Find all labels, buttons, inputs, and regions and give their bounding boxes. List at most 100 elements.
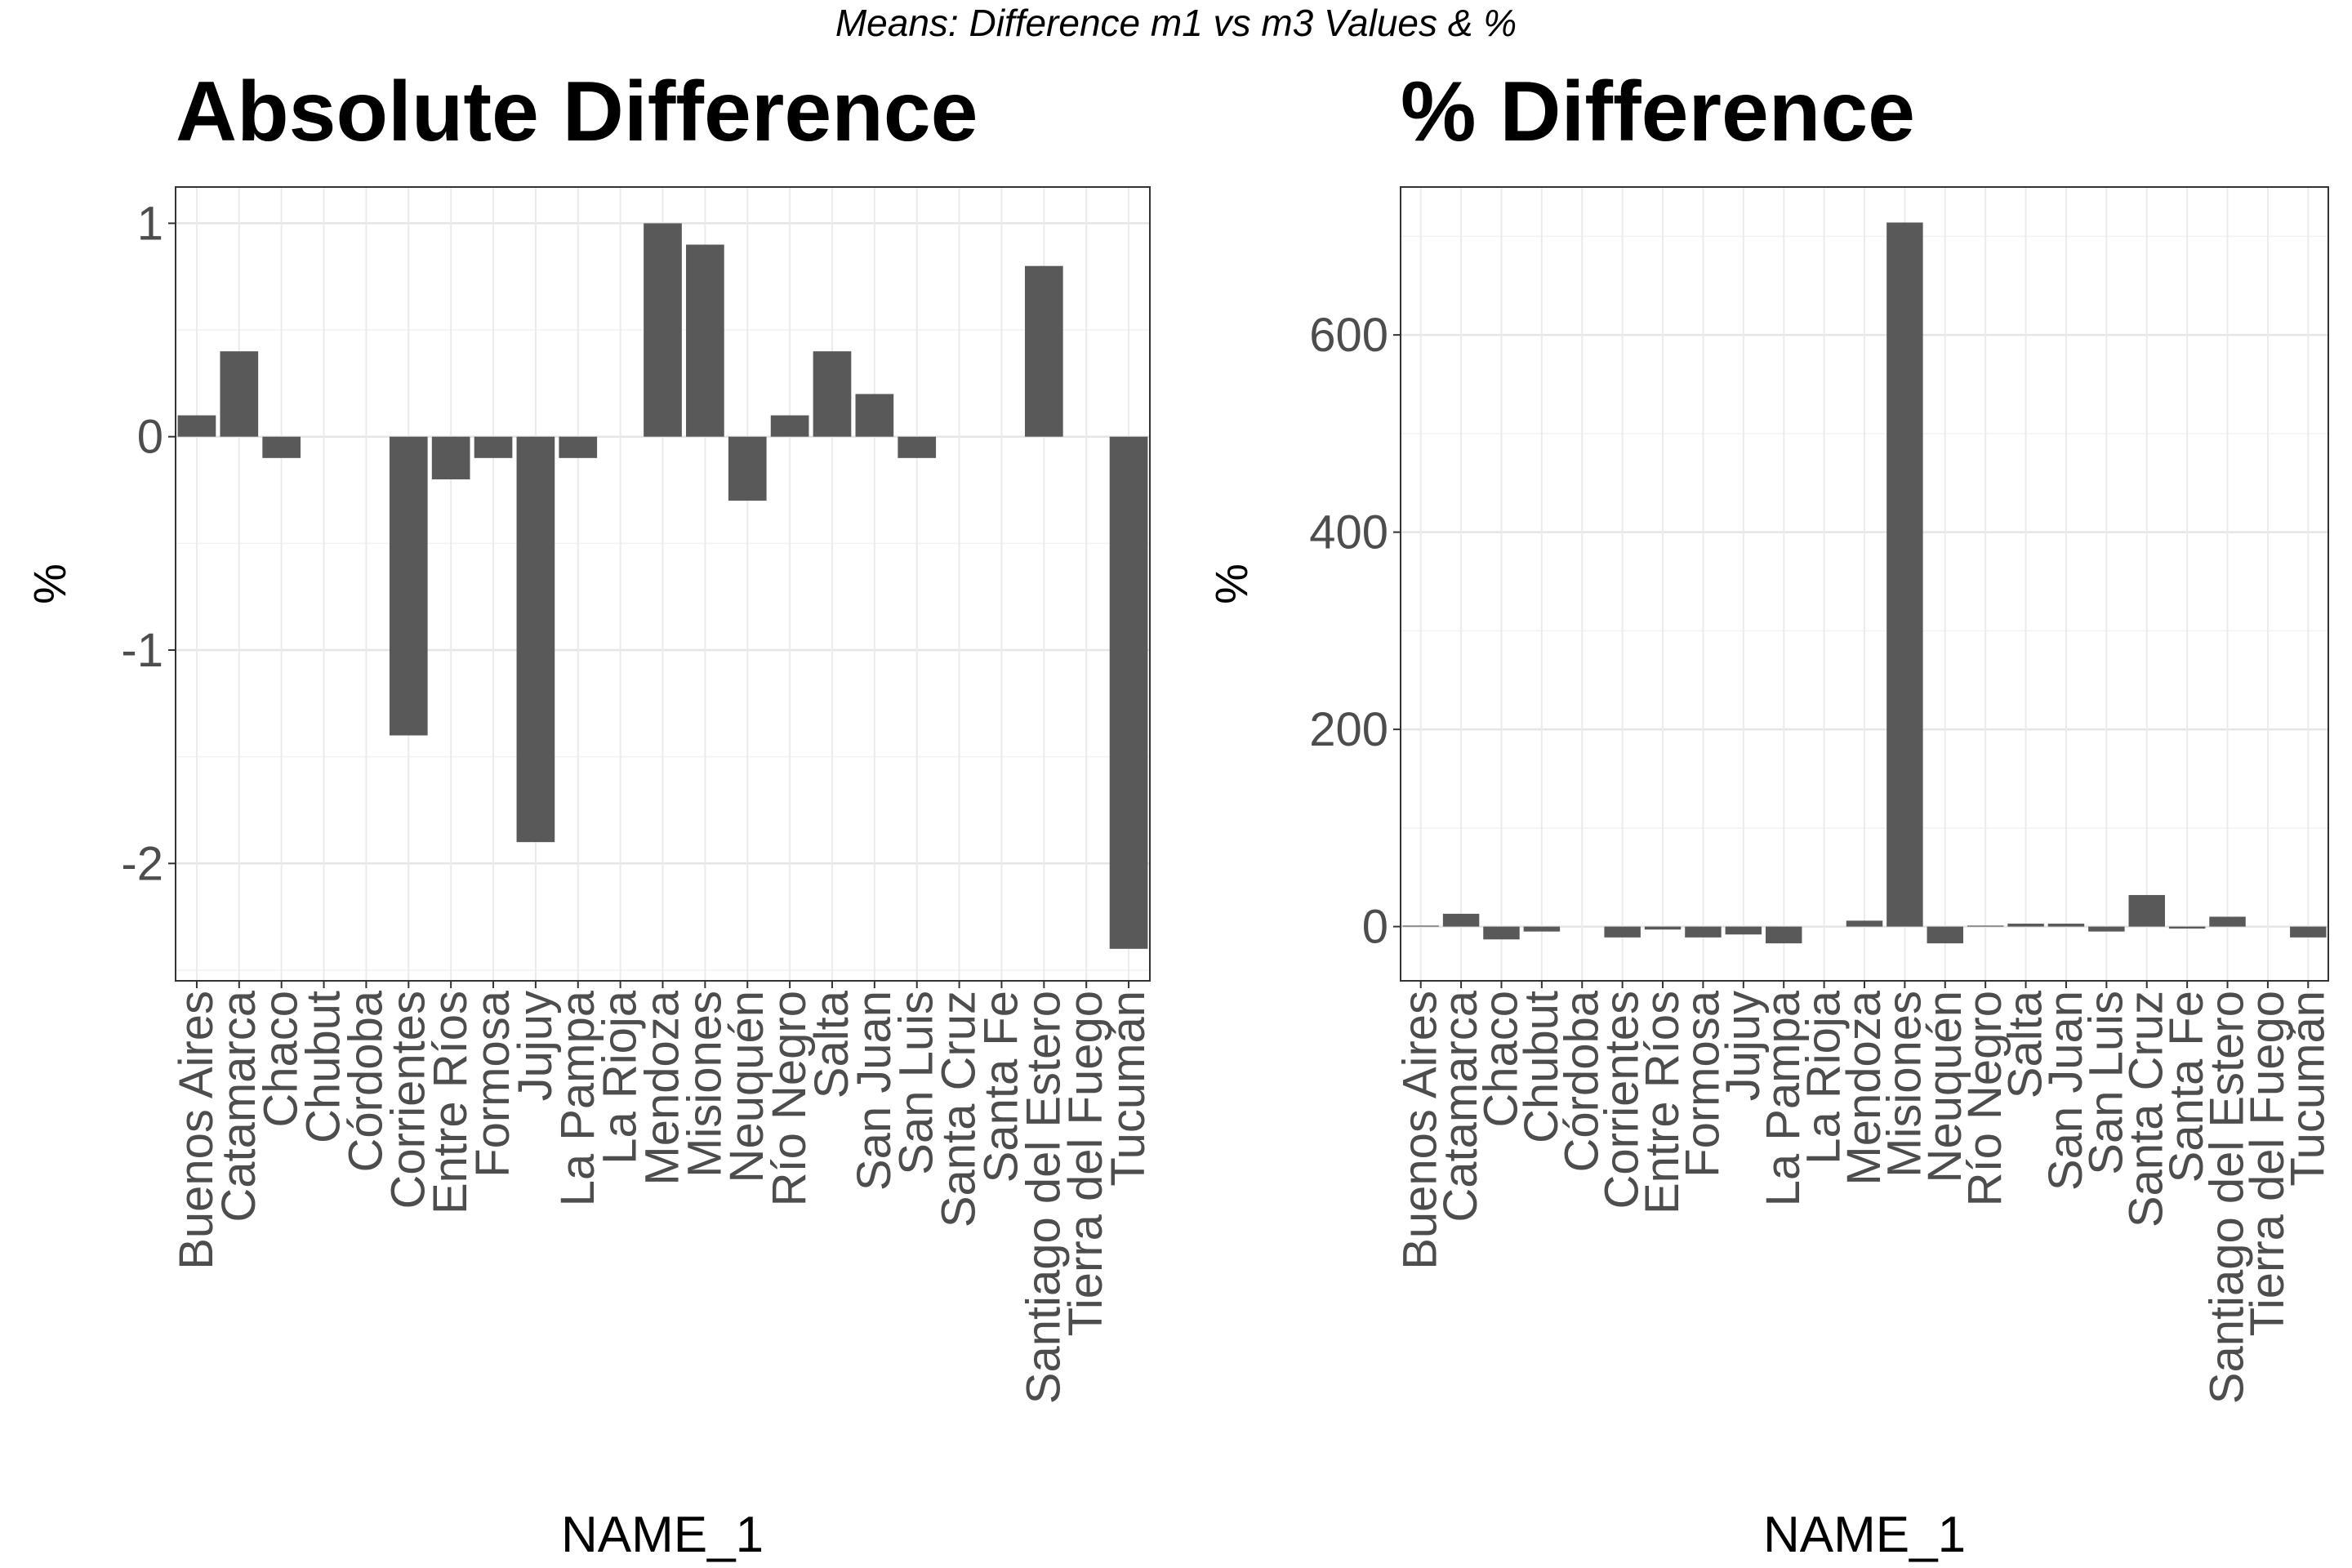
x-tick-label: Misiones [1878,991,1931,1178]
y-tick-label: 200 [1309,703,1388,756]
x-tick-label: Tucumán [1102,991,1155,1187]
bar-la-pampa [1765,926,1802,944]
bar-la-pampa [559,436,598,458]
x-tick-label: Córdoba [339,990,392,1172]
x-tick-label: La Rioja [594,990,647,1165]
x-tick-label: Formosa [1676,990,1729,1178]
bar-neuquén [1927,926,1964,944]
x-tick-label: Entre Ríos [1636,991,1689,1214]
x-tick-label: San Juan [848,991,901,1191]
x-tick-label: Santiago del Estero [1017,991,1070,1404]
x-tick-label: Santiago del Estero [2201,991,2254,1404]
y-tick-label: 0 [1362,901,1388,954]
x-tick-label: Neuquén [720,991,773,1183]
x-tick-label: Corrientes [381,991,434,1209]
bar-misiones [1886,222,1923,927]
bar-catamarca [220,351,259,437]
x-tick-label: Chubut [297,991,350,1143]
bar-santiago-del-estero [1024,265,1063,437]
x-tick-label: Tierra del Fuego [2241,991,2294,1336]
x-tick-label: Mendoza [1838,990,1891,1185]
x-tick-label: Catamarca [1434,990,1487,1222]
y-tick-label: -1 [121,624,163,677]
chart-title: % Difference [1401,65,1915,159]
x-tick-label: San Luis [890,991,943,1175]
y-axis-label: % [1205,564,1257,604]
x-axis-label: NAME_1 [1763,1507,1966,1563]
x-tick-label: La Pampa [551,990,604,1206]
bar-misiones [686,244,724,437]
x-tick-label: Misiones [678,991,731,1178]
bar-formosa [474,436,513,458]
x-tick-label: Santa Fe [974,991,1027,1183]
bar-catamarca [1442,913,1480,927]
bar-buenos-aires [1402,925,1439,927]
x-tick-label: Corrientes [1596,991,1649,1209]
x-tick-label: Entre Ríos [424,991,477,1214]
y-tick-label: 600 [1309,309,1388,362]
bar-santa-fe [2168,926,2206,929]
x-axis-label: NAME_1 [561,1507,764,1563]
bar-entre-ríos [1644,926,1682,930]
bar-mendoza [644,223,682,437]
bar-chaco [1483,926,1520,940]
bar-salta [2007,923,2044,927]
x-tick-label: Santa Fe [2160,991,2213,1183]
y-tick-label: 400 [1309,506,1388,559]
y-tick-label: 1 [137,197,163,250]
x-tick-label: Chaco [255,991,308,1128]
x-tick-label: La Rioja [1797,990,1851,1165]
bar-santa-cruz [2128,894,2165,927]
bar-chubut [1523,926,1561,932]
x-tick-label: Salta [1999,990,2052,1098]
y-tick-label: 0 [137,411,163,464]
x-tick-label: Tierra del Fuego [1059,991,1112,1336]
x-tick-label: San Juan [2039,991,2092,1191]
bar-san-luis [898,436,937,458]
x-tick-label: Catamarca [212,990,265,1222]
x-tick-label: La Pampa [1757,990,1810,1206]
x-tick-label: Jujuy [509,991,562,1101]
bar-san-juan [2047,923,2085,927]
bar-formosa [1685,926,1722,938]
x-tick-label: Buenos Aires [1394,991,1447,1270]
bar-entre-ríos [431,436,470,479]
x-tick-label: Neuquén [1918,991,1971,1183]
bar-mendoza [1846,920,1883,927]
x-tick-label: Chubut [1515,991,1568,1143]
bar-corrientes [1604,926,1641,938]
bar-neuquén [728,436,767,501]
x-tick-label: Río Negro [763,991,816,1206]
x-tick-label: Santa Cruz [933,991,986,1227]
bar-tucumán [2290,926,2327,938]
x-tick-label: Formosa [466,990,519,1178]
x-tick-label: Jujuy [1717,991,1770,1101]
x-tick-label: Tucumán [2281,991,2334,1187]
y-tick-label: -2 [121,837,163,890]
x-tick-label: San Luis [2079,991,2132,1175]
absolute-difference-panel: Absolute Difference % NAME_1 1 0 -1 -2 Bueno… [24,65,1155,1563]
x-tick-label: Chaco [1474,991,1527,1128]
x-tick-label: Salta [805,990,858,1098]
bar-san-luis [2088,926,2125,932]
x-tick-label: Buenos Aires [170,991,223,1270]
bar-río-negro [1967,925,2004,927]
bar-tucumán [1109,436,1148,949]
bar-chaco [262,436,301,458]
bar-salta [813,351,852,437]
bar-jujuy [516,436,555,843]
bar-san-juan [855,394,894,437]
bar-río-negro [770,415,809,437]
x-tick-label: Santa Cruz [2120,991,2173,1227]
bar-santiago-del-estero [2209,916,2246,927]
x-tick-label: Mendoza [636,990,689,1185]
bar-buenos-aires [177,415,216,437]
chart-title: Absolute Difference [176,65,978,159]
bar-jujuy [1725,926,1762,935]
x-tick-label: Río Negro [1958,991,2011,1206]
bar-corrientes [389,436,428,736]
figure-suptitle: Means: Difference m1 vs m3 Values & % [835,2,1517,44]
y-axis-label: % [24,564,75,604]
